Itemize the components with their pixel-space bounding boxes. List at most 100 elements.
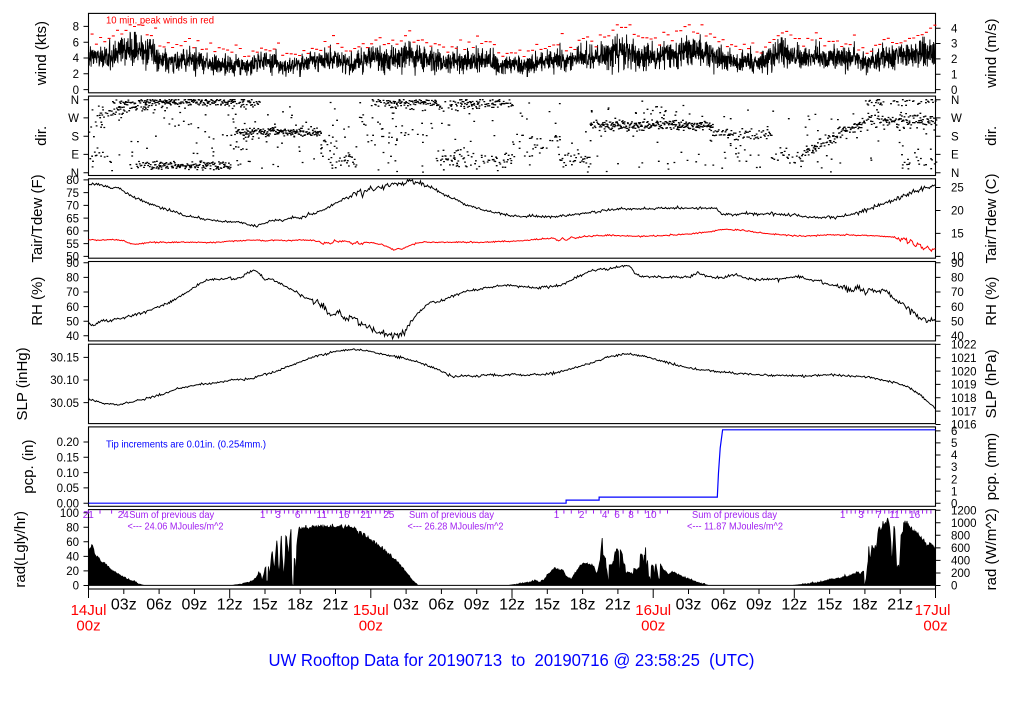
svg-text:1018: 1018 xyxy=(951,393,977,405)
svg-text:18z: 18z xyxy=(570,597,596,614)
svg-text:15z: 15z xyxy=(534,597,560,614)
svg-text:1020: 1020 xyxy=(951,366,977,378)
svg-text:6: 6 xyxy=(614,510,620,521)
svg-text:11: 11 xyxy=(317,510,328,521)
svg-text:Tip increments are 0.01in. (0.: Tip increments are 0.01in. (0.254mm.) xyxy=(106,440,266,451)
svg-text:80: 80 xyxy=(66,273,79,285)
svg-text:rad (W/m^2): rad (W/m^2) xyxy=(983,508,1000,590)
svg-text:40: 40 xyxy=(66,552,79,564)
svg-text:3: 3 xyxy=(951,39,957,51)
svg-text:09z: 09z xyxy=(464,597,490,614)
svg-text:<--- 26.28 MJoules/m^2: <--- 26.28 MJoules/m^2 xyxy=(408,521,504,532)
svg-text:N: N xyxy=(71,95,79,107)
svg-text:03z: 03z xyxy=(676,597,702,614)
svg-text:8: 8 xyxy=(628,510,634,521)
svg-text:5: 5 xyxy=(951,438,957,450)
svg-text:6: 6 xyxy=(73,37,79,49)
svg-text:0: 0 xyxy=(73,85,79,97)
svg-text:3: 3 xyxy=(951,462,957,474)
svg-text:rad(Lgly/hr): rad(Lgly/hr) xyxy=(12,511,29,588)
svg-text:E: E xyxy=(951,150,959,162)
svg-text:09z: 09z xyxy=(182,597,208,614)
svg-text:4: 4 xyxy=(951,450,958,462)
svg-text:10: 10 xyxy=(951,252,964,264)
svg-text:4: 4 xyxy=(602,510,608,521)
svg-text:21z: 21z xyxy=(323,597,349,614)
svg-text:15: 15 xyxy=(951,229,964,241)
svg-text:N: N xyxy=(71,168,79,180)
svg-text:1: 1 xyxy=(840,510,846,521)
svg-text:wind (m/s): wind (m/s) xyxy=(983,19,1000,89)
svg-text:1016: 1016 xyxy=(951,420,977,432)
svg-text:15z: 15z xyxy=(817,597,843,614)
svg-text:3: 3 xyxy=(275,510,281,521)
svg-text:S: S xyxy=(71,131,79,143)
svg-text:Tair/Tdew (C): Tair/Tdew (C) xyxy=(983,173,1000,263)
svg-text:8: 8 xyxy=(73,22,79,34)
svg-text:03z: 03z xyxy=(111,597,137,614)
svg-text:70: 70 xyxy=(951,287,964,299)
svg-text:25: 25 xyxy=(383,510,395,521)
svg-text:06z: 06z xyxy=(429,597,455,614)
svg-text:UW Rooftop Data for 20190713: UW Rooftop Data for 20190713 to 20190716… xyxy=(269,650,755,670)
svg-text:00z: 00z xyxy=(359,618,383,635)
svg-text:09z: 09z xyxy=(746,597,772,614)
svg-text:2: 2 xyxy=(951,474,957,486)
svg-text:0: 0 xyxy=(951,498,957,510)
svg-text:80: 80 xyxy=(951,273,964,285)
svg-text:W: W xyxy=(68,113,79,125)
svg-text:70: 70 xyxy=(66,287,79,299)
svg-text:30.05: 30.05 xyxy=(50,398,79,410)
svg-text:2: 2 xyxy=(951,54,957,66)
svg-text:70: 70 xyxy=(66,201,79,213)
svg-text:1022: 1022 xyxy=(951,340,977,352)
svg-text:16: 16 xyxy=(338,510,350,521)
svg-text:1017: 1017 xyxy=(951,406,977,418)
svg-text:50: 50 xyxy=(951,316,964,328)
svg-text:2: 2 xyxy=(73,69,79,81)
svg-text:E: E xyxy=(71,150,79,162)
svg-text:80: 80 xyxy=(66,175,79,187)
svg-text:<--- 11.87 MJoules/m^2: <--- 11.87 MJoules/m^2 xyxy=(687,521,783,532)
svg-text:7: 7 xyxy=(876,510,882,521)
svg-text:21z: 21z xyxy=(887,597,913,614)
svg-text:4: 4 xyxy=(951,23,958,35)
svg-text:<--- 24.06 MJoules/m^2: <--- 24.06 MJoules/m^2 xyxy=(128,521,224,532)
svg-text:60: 60 xyxy=(66,537,79,549)
svg-text:dir.: dir. xyxy=(983,126,1000,146)
svg-text:10 min. peak winds in red: 10 min. peak winds in red xyxy=(106,16,214,27)
svg-text:Sum of previous day: Sum of previous day xyxy=(409,510,494,521)
svg-text:1: 1 xyxy=(554,510,560,521)
svg-text:40: 40 xyxy=(951,331,964,343)
svg-text:1000: 1000 xyxy=(951,518,977,530)
svg-text:SLP (hPa): SLP (hPa) xyxy=(983,349,1000,418)
svg-text:21: 21 xyxy=(83,510,95,521)
svg-text:30.10: 30.10 xyxy=(50,375,79,387)
svg-text:80: 80 xyxy=(66,523,79,535)
svg-text:30.15: 30.15 xyxy=(50,353,79,365)
svg-text:03z: 03z xyxy=(393,597,419,614)
svg-text:16Jul: 16Jul xyxy=(635,602,671,619)
svg-text:SLP (inHg): SLP (inHg) xyxy=(14,347,31,420)
svg-text:15z: 15z xyxy=(252,597,278,614)
svg-text:100: 100 xyxy=(60,508,79,520)
svg-text:75: 75 xyxy=(66,188,79,200)
svg-text:50: 50 xyxy=(66,316,79,328)
svg-text:6: 6 xyxy=(295,510,301,521)
svg-text:1: 1 xyxy=(951,69,957,81)
svg-text:0: 0 xyxy=(951,581,957,593)
svg-text:11: 11 xyxy=(889,510,900,521)
svg-text:18z: 18z xyxy=(852,597,878,614)
svg-text:65: 65 xyxy=(66,213,79,225)
svg-text:00z: 00z xyxy=(923,618,947,635)
svg-text:90: 90 xyxy=(951,258,964,270)
svg-text:60: 60 xyxy=(66,226,79,238)
svg-text:14Jul: 14Jul xyxy=(71,602,107,619)
svg-text:20: 20 xyxy=(66,566,79,578)
svg-text:18z: 18z xyxy=(287,597,313,614)
svg-text:400: 400 xyxy=(951,556,970,568)
svg-text:12z: 12z xyxy=(217,597,243,614)
svg-text:12z: 12z xyxy=(499,597,525,614)
svg-text:Sum of previous day: Sum of previous day xyxy=(692,510,777,521)
svg-text:12z: 12z xyxy=(781,597,807,614)
